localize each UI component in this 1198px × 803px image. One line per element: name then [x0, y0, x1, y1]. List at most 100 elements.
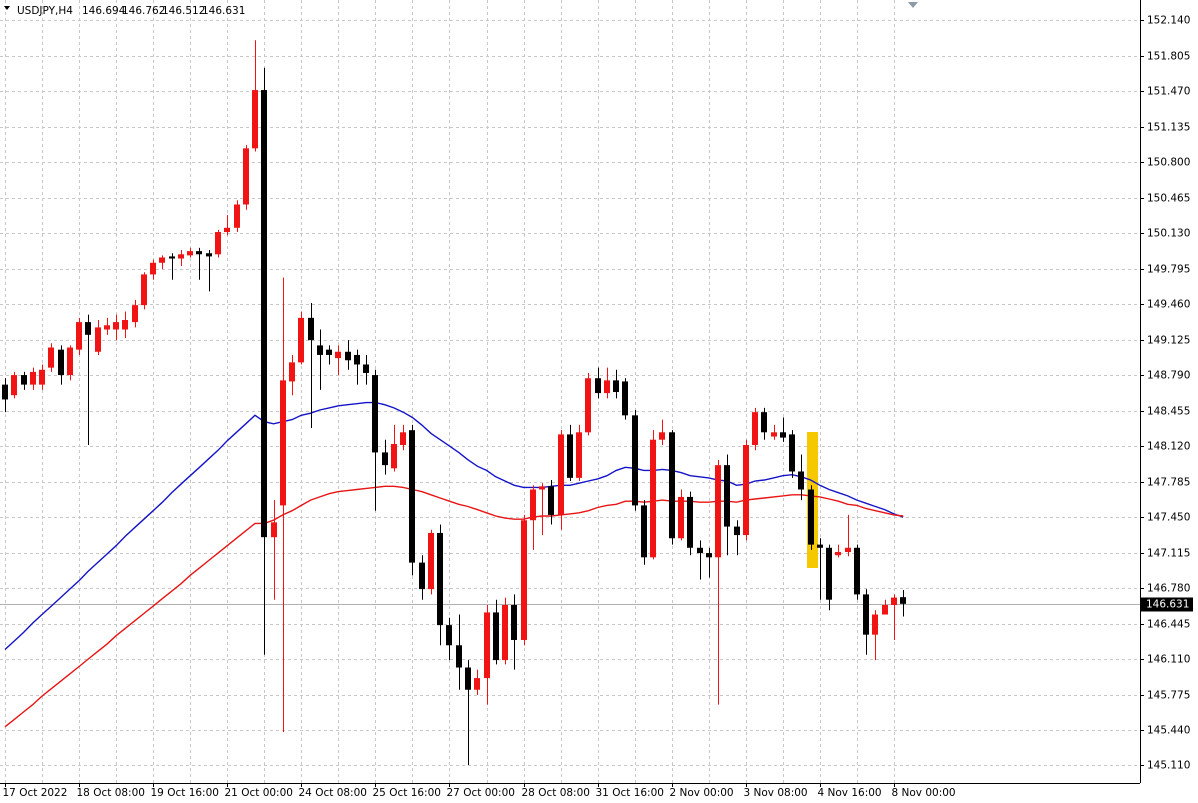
candle-body — [669, 432, 675, 539]
candle-body — [900, 597, 906, 604]
menu-triangle[interactable] — [4, 6, 10, 10]
y-tick-label: 146.445 — [1147, 619, 1190, 631]
candle-body — [484, 612, 490, 679]
candle-body — [159, 257, 165, 263]
candle-body — [391, 443, 397, 469]
candle-body — [196, 251, 202, 255]
candle-body — [511, 604, 517, 640]
candle-body — [132, 305, 138, 323]
candle-body — [761, 412, 767, 433]
chart-title: USDJPY,H4 — [17, 5, 73, 17]
candle-body — [771, 432, 777, 437]
candle-body — [150, 262, 156, 275]
shift-marker[interactable] — [908, 2, 918, 8]
candle-body — [659, 432, 665, 440]
y-tick-label: 147.785 — [1147, 477, 1190, 489]
candle-body — [326, 349, 332, 355]
candle-body — [104, 325, 110, 330]
candle-body — [95, 327, 101, 352]
y-tick-label: 149.795 — [1147, 264, 1190, 276]
candle-body — [206, 253, 212, 257]
candle-body — [891, 597, 897, 605]
last-price-label: 146.631 — [1146, 599, 1189, 611]
candle-body — [863, 594, 869, 635]
candle-body — [141, 274, 147, 306]
candle-body — [252, 90, 258, 149]
candle-body — [882, 604, 888, 615]
candle-body — [224, 227, 230, 233]
x-tick-label: 2 Nov 00:00 — [670, 787, 734, 799]
y-tick-label: 147.115 — [1147, 548, 1190, 560]
y-tick-label: 146.110 — [1147, 654, 1190, 666]
candle-body — [419, 562, 425, 590]
header-high: 146.762 — [122, 5, 165, 17]
candle-body — [650, 439, 656, 558]
candle-body — [289, 362, 295, 382]
y-tick-label: 151.470 — [1147, 86, 1190, 98]
candle-body — [826, 547, 832, 600]
candle-body — [622, 381, 628, 416]
header-open: 146.694 — [82, 5, 126, 17]
last-price-tag — [1141, 597, 1193, 612]
candle-body — [502, 604, 508, 661]
candle-body — [595, 378, 601, 394]
candle-body — [854, 547, 860, 595]
candle-body — [558, 434, 564, 515]
candle-body — [798, 471, 804, 490]
candle-body — [39, 369, 45, 385]
candle-body — [409, 430, 415, 563]
candle-body — [187, 251, 193, 256]
candle-body — [11, 375, 17, 396]
candle-body — [234, 204, 240, 228]
candle-body — [215, 232, 221, 255]
candle-body — [687, 496, 693, 548]
y-tick-label: 151.135 — [1147, 122, 1190, 134]
candle-body — [604, 380, 610, 394]
y-tick-label: 148.120 — [1147, 441, 1190, 453]
y-tick-label: 149.125 — [1147, 335, 1190, 347]
candle-body — [493, 612, 499, 661]
candle-body — [835, 552, 841, 556]
x-tick-label: 24 Oct 08:00 — [299, 787, 367, 799]
header-low: 146.512 — [162, 5, 205, 17]
candle-body — [271, 522, 277, 538]
y-tick-label: 145.775 — [1147, 690, 1190, 702]
candle-body — [715, 465, 721, 558]
candle-body — [113, 322, 119, 330]
candle-body — [845, 547, 851, 553]
candle-body — [428, 532, 434, 590]
candle-body — [382, 452, 388, 466]
candle-body — [734, 526, 740, 536]
candle-body — [576, 432, 582, 478]
candle-body — [641, 505, 647, 558]
candle-body — [178, 254, 184, 259]
candle-body — [308, 317, 314, 341]
candle-body — [548, 486, 554, 515]
x-tick-label: 3 Nov 08:00 — [744, 787, 808, 799]
y-tick-label: 147.450 — [1147, 512, 1190, 524]
candle-body — [169, 256, 175, 259]
candle-body — [539, 486, 545, 490]
x-tick-label: 31 Oct 16:00 — [596, 787, 664, 799]
candle-body — [632, 415, 638, 506]
candle-body — [76, 322, 82, 350]
y-tick-label: 148.455 — [1147, 406, 1190, 418]
candle-body — [752, 412, 758, 446]
x-tick-label: 17 Oct 2022 — [3, 787, 68, 799]
candle-body — [817, 544, 823, 548]
x-tick-label: 27 Oct 00:00 — [447, 787, 515, 799]
candle-body — [808, 489, 814, 545]
y-tick-label: 149.460 — [1147, 299, 1190, 311]
y-tick-label: 148.790 — [1147, 370, 1190, 382]
candle-body — [345, 351, 351, 361]
candle-body — [400, 432, 406, 446]
y-tick-label: 145.440 — [1147, 725, 1190, 737]
candle-body — [335, 351, 341, 359]
x-tick-label: 21 Oct 00:00 — [225, 787, 293, 799]
candle-body — [456, 645, 462, 668]
candle-body — [743, 445, 749, 536]
candle-body — [372, 375, 378, 453]
x-tick-label: 19 Oct 16:00 — [151, 787, 219, 799]
